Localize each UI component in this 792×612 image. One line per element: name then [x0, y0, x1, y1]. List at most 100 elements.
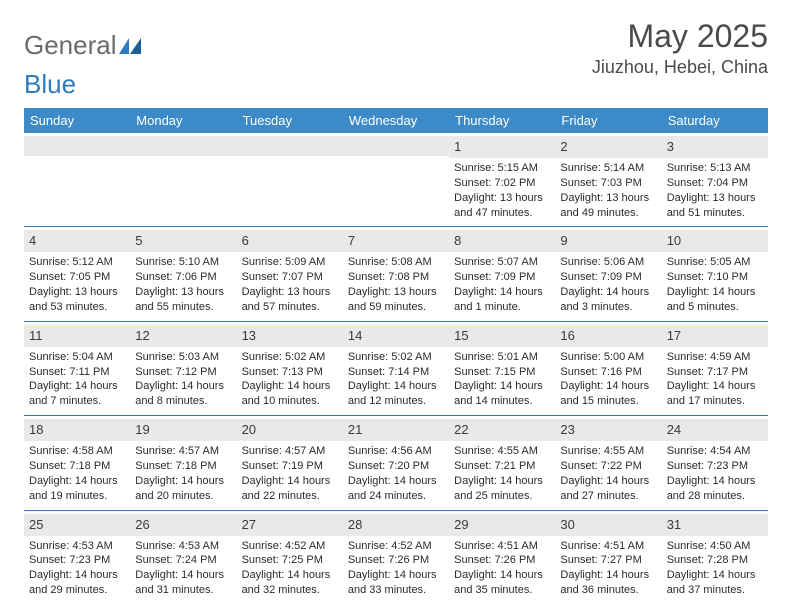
day-info: Sunrise: 5:09 AMSunset: 7:07 PMDaylight:… [242, 255, 338, 314]
calendar-day: 2 Sunrise: 5:14 AMSunset: 7:03 PMDaylight… [555, 133, 661, 226]
day-header: Thursday [449, 108, 555, 133]
day-info: Sunrise: 5:04 AMSunset: 7:11 PMDaylight:… [29, 350, 125, 409]
day-number: 27 [242, 517, 256, 532]
day-number-row: 15 [449, 325, 555, 347]
day-number: 25 [29, 517, 43, 532]
day-number: 17 [667, 328, 681, 343]
daylight-text: Daylight: 14 hours and 32 minutes. [242, 568, 338, 598]
calendar-day: 14Sunrise: 5:02 AMSunset: 7:14 PMDayligh… [343, 322, 449, 415]
calendar-day: 20Sunrise: 4:57 AMSunset: 7:19 PMDayligh… [237, 416, 343, 509]
calendar-week: 25Sunrise: 4:53 AMSunset: 7:23 PMDayligh… [24, 510, 768, 604]
day-number: 7 [348, 233, 355, 248]
day-info: Sunrise: 4:51 AMSunset: 7:26 PMDaylight:… [454, 539, 550, 598]
sunset-text: Sunset: 7:11 PM [29, 365, 125, 380]
day-info: Sunrise: 5:05 AMSunset: 7:10 PMDaylight:… [667, 255, 763, 314]
calendar-day: 16Sunrise: 5:00 AMSunset: 7:16 PMDayligh… [555, 322, 661, 415]
calendar-day: 13Sunrise: 5:02 AMSunset: 7:13 PMDayligh… [237, 322, 343, 415]
sunset-text: Sunset: 7:17 PM [667, 365, 763, 380]
day-number-row: 16 [555, 325, 661, 347]
calendar-header-row: Sunday Monday Tuesday Wednesday Thursday… [24, 108, 768, 133]
daylight-text: Daylight: 14 hours and 33 minutes. [348, 568, 444, 598]
logo-word-2: Blue [24, 69, 76, 99]
calendar-day [237, 133, 343, 226]
day-info: Sunrise: 5:03 AMSunset: 7:12 PMDaylight:… [135, 350, 231, 409]
day-number: 3 [667, 139, 674, 154]
sunset-text: Sunset: 7:07 PM [242, 270, 338, 285]
day-number-row [343, 136, 449, 156]
day-number-row: 3 [662, 136, 768, 158]
sunrise-text: Sunrise: 5:01 AM [454, 350, 550, 365]
calendar-week: 18 Sunrise: 4:58 AMSunset: 7:18 PMDayligh… [24, 415, 768, 509]
daylight-text: Daylight: 14 hours and 19 minutes. [29, 474, 125, 504]
sunrise-text: Sunrise: 4:51 AM [560, 539, 656, 554]
sunset-text: Sunset: 7:23 PM [29, 553, 125, 568]
sunrise-text: Sunrise: 4:57 AM [135, 444, 231, 459]
sunset-text: Sunset: 7:08 PM [348, 270, 444, 285]
day-number-row: 8 [449, 230, 555, 252]
daylight-text: Daylight: 13 hours and 57 minutes. [242, 285, 338, 315]
day-number: 6 [242, 233, 249, 248]
daylight-text: Daylight: 14 hours and 12 minutes. [348, 379, 444, 409]
calendar-week: 11 Sunrise: 5:04 AMSunset: 7:11 PMDayligh… [24, 321, 768, 415]
daylight-text: Daylight: 13 hours and 47 minutes. [454, 191, 550, 221]
sunset-text: Sunset: 7:03 PM [560, 176, 656, 191]
sunset-text: Sunset: 7:26 PM [454, 553, 550, 568]
daylight-text: Daylight: 14 hours and 8 minutes. [135, 379, 231, 409]
calendar-day [343, 133, 449, 226]
sunrise-text: Sunrise: 5:13 AM [667, 161, 763, 176]
calendar-day: 4Sunrise: 5:12 AMSunset: 7:05 PMDaylight… [24, 227, 130, 320]
day-info: Sunrise: 5:08 AMSunset: 7:08 PMDaylight:… [348, 255, 444, 314]
day-number: 23 [560, 422, 574, 437]
day-number: 11 [29, 328, 43, 343]
sunrise-text: Sunrise: 5:00 AM [560, 350, 656, 365]
day-info: Sunrise: 4:50 AMSunset: 7:28 PMDaylight:… [667, 539, 763, 598]
daylight-text: Daylight: 14 hours and 25 minutes. [454, 474, 550, 504]
sunset-text: Sunset: 7:28 PM [667, 553, 763, 568]
calendar-day: 17Sunrise: 4:59 AMSunset: 7:17 PMDayligh… [662, 322, 768, 415]
sunrise-text: Sunrise: 5:05 AM [667, 255, 763, 270]
day-info: Sunrise: 4:52 AMSunset: 7:25 PMDaylight:… [242, 539, 338, 598]
day-number-row: 10 [662, 230, 768, 252]
calendar-day: 26Sunrise: 4:53 AMSunset: 7:24 PMDayligh… [130, 511, 236, 604]
sunrise-text: Sunrise: 5:12 AM [29, 255, 125, 270]
day-info: Sunrise: 4:51 AMSunset: 7:27 PMDaylight:… [560, 539, 656, 598]
sunset-text: Sunset: 7:05 PM [29, 270, 125, 285]
daylight-text: Daylight: 13 hours and 53 minutes. [29, 285, 125, 315]
sunrise-text: Sunrise: 5:03 AM [135, 350, 231, 365]
sunrise-text: Sunrise: 5:06 AM [560, 255, 656, 270]
day-info: Sunrise: 4:58 AMSunset: 7:18 PMDaylight:… [29, 444, 125, 503]
day-info: Sunrise: 4:57 AMSunset: 7:19 PMDaylight:… [242, 444, 338, 503]
calendar-day: 27 Sunrise: 4:52 AMSunset: 7:25 PMDayligh… [237, 511, 343, 604]
day-number: 13 [242, 328, 256, 343]
sunrise-text: Sunrise: 5:14 AM [560, 161, 656, 176]
sunrise-text: Sunrise: 4:57 AM [242, 444, 338, 459]
calendar-day [130, 133, 236, 226]
sunset-text: Sunset: 7:25 PM [242, 553, 338, 568]
daylight-text: Daylight: 14 hours and 22 minutes. [242, 474, 338, 504]
calendar-day: 23Sunrise: 4:55 AMSunset: 7:22 PMDayligh… [555, 416, 661, 509]
day-number-row: 6 [237, 230, 343, 252]
sunset-text: Sunset: 7:23 PM [667, 459, 763, 474]
sunset-text: Sunset: 7:15 PM [454, 365, 550, 380]
day-info: Sunrise: 4:56 AMSunset: 7:20 PMDaylight:… [348, 444, 444, 503]
daylight-text: Daylight: 13 hours and 59 minutes. [348, 285, 444, 315]
sunrise-text: Sunrise: 4:55 AM [454, 444, 550, 459]
day-info: Sunrise: 5:15 AMSunset: 7:02 PMDaylight:… [454, 161, 550, 220]
day-number-row: 1 [449, 136, 555, 158]
calendar-day [24, 133, 130, 226]
location: Jiuzhou, Hebei, China [592, 57, 768, 78]
sunset-text: Sunset: 7:20 PM [348, 459, 444, 474]
month-title: May 2025 [592, 18, 768, 55]
day-header: Saturday [662, 108, 768, 133]
daylight-text: Daylight: 14 hours and 17 minutes. [667, 379, 763, 409]
day-number-row: 2 [555, 136, 661, 158]
day-number-row: 18 [24, 419, 130, 441]
day-number: 22 [454, 422, 468, 437]
sunrise-text: Sunrise: 5:08 AM [348, 255, 444, 270]
sunset-text: Sunset: 7:13 PM [242, 365, 338, 380]
calendar-day: 11 Sunrise: 5:04 AMSunset: 7:11 PMDayligh… [24, 322, 130, 415]
calendar-page: GeneralBlue May 2025 Jiuzhou, Hebei, Chi… [0, 0, 792, 604]
daylight-text: Daylight: 14 hours and 24 minutes. [348, 474, 444, 504]
day-info: Sunrise: 5:14 AMSunset: 7:03 PMDaylight:… [560, 161, 656, 220]
day-number-row: 21 [343, 419, 449, 441]
